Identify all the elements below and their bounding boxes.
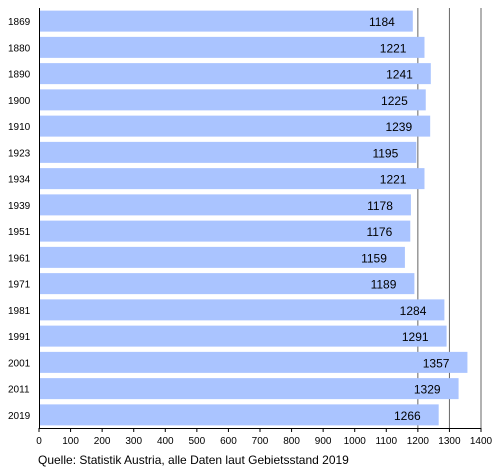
bar-value-label: 1221 <box>380 173 407 187</box>
bar-value-label: 1241 <box>386 68 413 82</box>
bar-value-label: 1189 <box>371 278 397 292</box>
bar-2001 <box>40 351 468 373</box>
category-label: 2001 <box>8 358 31 369</box>
x-tick-label: 1400 <box>470 436 493 447</box>
bar-value-label: 1221 <box>380 41 407 55</box>
x-tick-label: 600 <box>220 436 237 447</box>
bar-1991 <box>40 325 447 347</box>
category-label: 1981 <box>8 306 31 317</box>
bar-1981 <box>40 299 445 321</box>
category-label: 1991 <box>8 332 31 343</box>
axes: 1869 1880 1890 1900 1910 1923 1934 1939 1951 1961… <box>8 8 493 447</box>
category-label: 1900 <box>8 96 31 107</box>
bar-1880 <box>40 36 425 58</box>
x-tick-label: 1300 <box>438 436 461 447</box>
category-label: 1934 <box>8 175 31 186</box>
category-label: 2019 <box>8 411 31 422</box>
bar-value-label: 1291 <box>402 330 429 344</box>
category-label: 1961 <box>8 253 31 264</box>
bar-1890 <box>40 63 431 85</box>
bar-value-label: 1176 <box>366 225 392 239</box>
bar-2019 <box>40 404 439 426</box>
bar-value-label: 1178 <box>367 199 393 213</box>
bar-1961 <box>40 246 405 268</box>
category-label: 1869 <box>8 17 31 28</box>
x-tick-label: 200 <box>94 436 111 447</box>
bar-1910 <box>40 115 431 137</box>
source-note: Quelle: Statistik Austria, alle Daten la… <box>38 453 349 467</box>
bar-value-label: 1357 <box>423 356 450 370</box>
bar-1900 <box>40 89 426 111</box>
bar-value-label: 1195 <box>372 146 398 160</box>
bar-1939 <box>40 194 411 216</box>
bar-value-label: 1266 <box>394 409 421 423</box>
bar-1923 <box>40 141 417 163</box>
x-tick-label: 500 <box>189 436 206 447</box>
bar-1934 <box>40 168 425 190</box>
bar-value-label: 1239 <box>385 120 412 134</box>
x-tick-label: 700 <box>252 436 269 447</box>
category-label: 1939 <box>8 201 31 212</box>
category-label: 1890 <box>8 70 31 81</box>
x-tick-label: 0 <box>36 436 42 447</box>
x-tick-label: 300 <box>125 436 142 447</box>
x-tick-label: 1200 <box>407 436 430 447</box>
x-tick-label: 900 <box>315 436 332 447</box>
category-label: 1951 <box>8 227 31 238</box>
category-label: 2011 <box>8 385 30 396</box>
category-label: 1923 <box>8 148 31 159</box>
bar-1971 <box>40 273 415 295</box>
category-label: 1880 <box>8 43 31 54</box>
category-label: 1971 <box>8 280 31 291</box>
x-tick-label: 400 <box>157 436 174 447</box>
x-tick-label: 800 <box>283 436 300 447</box>
x-tick-label: 1100 <box>376 436 398 447</box>
bar-value-label: 1184 <box>369 15 395 29</box>
bar-2011 <box>40 378 459 400</box>
bar-1951 <box>40 220 411 242</box>
bar-value-label: 1159 <box>361 251 387 265</box>
category-label: 1910 <box>8 122 31 133</box>
bar-value-label: 1284 <box>400 304 427 318</box>
x-tick-label: 1000 <box>344 436 367 447</box>
bar-1869 <box>40 10 413 32</box>
bar-value-label: 1225 <box>381 94 408 108</box>
bars: 1184 1221 1241 1225 1239 1195 1221 1178 1176 1159… <box>40 10 468 426</box>
bar-value-label: 1329 <box>414 383 441 397</box>
x-tick-label: 100 <box>62 436 79 447</box>
